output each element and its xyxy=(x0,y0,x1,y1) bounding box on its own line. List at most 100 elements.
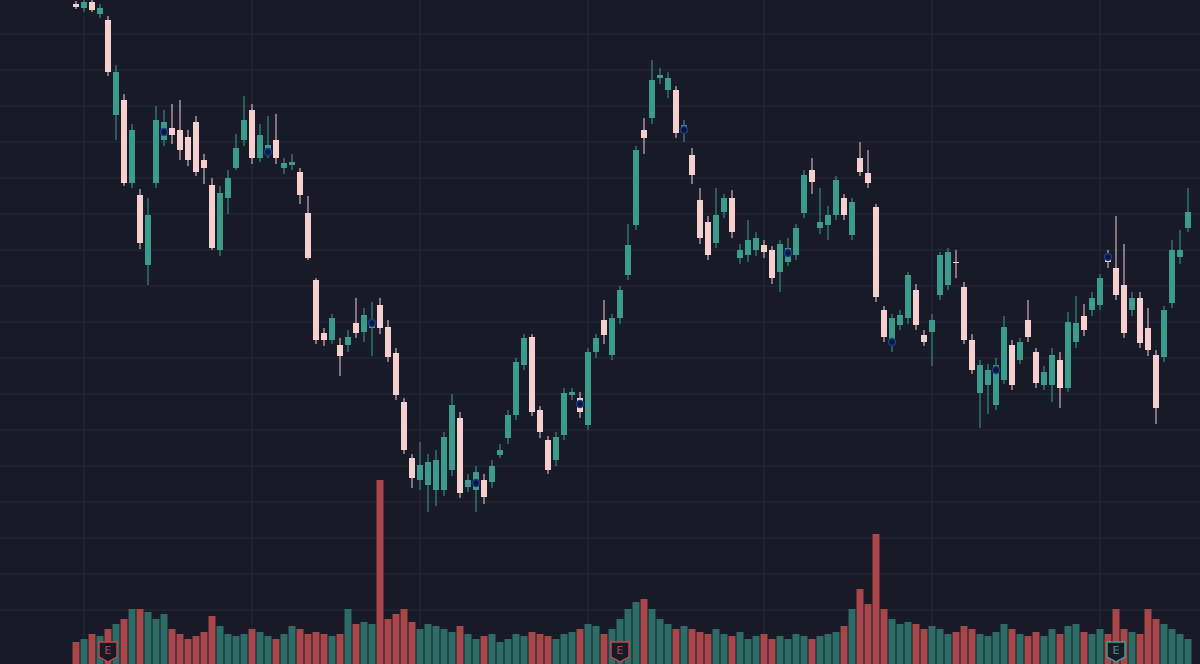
candle-body xyxy=(657,75,663,78)
candle-body xyxy=(705,222,711,255)
volume-bar xyxy=(296,629,304,664)
candle-body xyxy=(1097,278,1103,305)
volume-bar xyxy=(1048,629,1056,664)
volume-bar xyxy=(640,599,648,664)
candle-body xyxy=(873,207,879,297)
volume-bar xyxy=(1080,632,1088,664)
candle-body xyxy=(209,185,215,248)
candle-body xyxy=(1177,250,1183,257)
volume-bar xyxy=(832,632,840,664)
candle-body xyxy=(649,80,655,118)
volume-bar xyxy=(256,632,264,664)
event-label: E xyxy=(1113,644,1120,657)
volume-bar xyxy=(896,624,904,664)
candle-body xyxy=(641,130,647,138)
candle-body xyxy=(489,466,495,482)
event-flag xyxy=(1106,641,1126,663)
candle-body xyxy=(241,120,247,140)
candle-body xyxy=(481,480,487,497)
volume-bar xyxy=(264,636,272,664)
volume-bar xyxy=(976,634,984,664)
candle-body xyxy=(945,252,951,285)
volume-bar xyxy=(208,616,216,664)
volume-bar xyxy=(408,622,416,664)
volume-bar xyxy=(664,624,672,664)
volume-bar xyxy=(592,626,600,664)
candle-body xyxy=(825,215,831,225)
volume-bar xyxy=(584,624,592,664)
candle-body xyxy=(841,198,847,215)
candle-body xyxy=(409,458,415,478)
candle-body xyxy=(617,290,623,318)
volume-bar xyxy=(472,639,480,664)
candle-body xyxy=(761,245,767,252)
candle-body xyxy=(1161,310,1167,357)
volume-bar xyxy=(176,634,184,664)
volume-bar xyxy=(824,634,832,664)
volume-bar xyxy=(328,636,336,664)
volume-bar xyxy=(272,639,280,664)
candle-body xyxy=(1121,285,1127,333)
volume-bar xyxy=(1136,634,1144,664)
candle-body xyxy=(393,353,399,395)
volume-bar xyxy=(648,609,656,664)
candle-body xyxy=(961,287,967,340)
event-label: E xyxy=(105,644,112,657)
volume-bar xyxy=(504,639,512,664)
candle-body xyxy=(665,78,671,90)
volume-bar xyxy=(704,634,712,664)
volume-bar xyxy=(1016,634,1024,664)
volume-bar xyxy=(1144,609,1152,664)
candle-body xyxy=(121,100,127,183)
volume-bar xyxy=(216,626,224,664)
volume-bar xyxy=(864,604,872,664)
volume-bar xyxy=(856,589,864,664)
marker xyxy=(263,147,273,157)
volume-bar xyxy=(72,642,80,664)
volume-bar xyxy=(632,602,640,664)
volume-bar xyxy=(768,639,776,664)
candle-body xyxy=(457,418,463,493)
marker xyxy=(367,318,377,328)
candle-body xyxy=(273,140,279,158)
candle-body xyxy=(377,305,383,328)
marker xyxy=(887,337,897,347)
candle-body xyxy=(833,180,839,215)
candle-body xyxy=(177,130,183,150)
volume-bar xyxy=(512,634,520,664)
volume-bar xyxy=(384,619,392,664)
candle-body xyxy=(697,200,703,238)
marker xyxy=(575,399,585,409)
volume-bar xyxy=(800,636,808,664)
volume-bar xyxy=(944,634,952,664)
volume-bar xyxy=(952,632,960,664)
volume-bar xyxy=(1128,632,1136,664)
volume-bar xyxy=(144,612,152,664)
candle-body xyxy=(201,160,207,168)
volume-bar xyxy=(392,614,400,664)
volume-bar xyxy=(416,629,424,664)
candle-body xyxy=(729,198,735,232)
candle-body xyxy=(977,365,983,393)
volume-bar xyxy=(760,634,768,664)
candle-body xyxy=(305,213,311,258)
volume-bar xyxy=(440,629,448,664)
candle-body xyxy=(105,20,111,72)
candle-body xyxy=(553,437,559,460)
volume-bar xyxy=(1024,636,1032,664)
candle-body xyxy=(513,362,519,415)
candle-body xyxy=(1129,298,1135,310)
volume-bar xyxy=(912,624,920,664)
candle-body xyxy=(193,122,199,172)
candle-body xyxy=(849,202,855,235)
candle-body xyxy=(609,318,615,355)
volume-bar xyxy=(152,619,160,664)
candle-body xyxy=(985,370,991,385)
volume-bar xyxy=(1056,634,1064,664)
volume-bar xyxy=(888,619,896,664)
candle-body xyxy=(337,345,343,356)
volume-bar xyxy=(712,629,720,664)
candle-body xyxy=(425,462,431,485)
volume-bar xyxy=(336,634,344,664)
